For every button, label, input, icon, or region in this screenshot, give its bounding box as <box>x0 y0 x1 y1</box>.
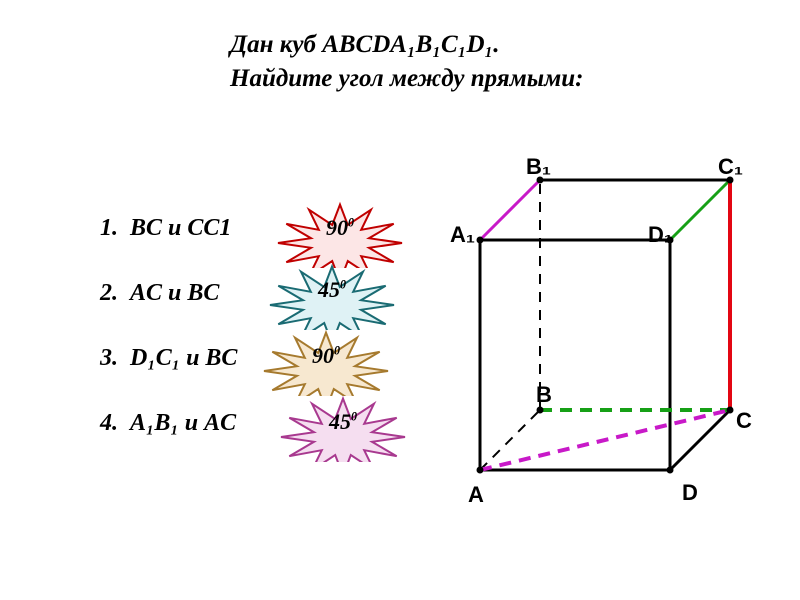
answer-burst-4: 450 <box>278 382 408 462</box>
cube-edge <box>480 410 730 470</box>
problem-num: 3. <box>100 345 124 372</box>
answer-label: 450 <box>318 277 346 303</box>
problem-row-1: 1. BC и CC1 <box>100 215 231 242</box>
problem-expr: D₁C₁ и BC <box>130 345 237 372</box>
vertex-label-D: D <box>682 480 698 506</box>
answer-label: 450 <box>329 409 357 435</box>
problem-row-4: 4. A₁B₁ и AC <box>100 410 236 437</box>
title-line-1: Дан куб ABCDA₁B₁C₁D₁. <box>230 31 499 58</box>
problem-expr: AC и BC <box>130 280 219 307</box>
vertex-label-B1: B₁ <box>526 154 551 180</box>
vertex-label-C1: C₁ <box>718 154 743 180</box>
title-line-2: Найдите угол между прямыми: <box>230 65 584 92</box>
vertex-label-D1: D₁ <box>648 222 673 248</box>
problem-row-3: 3. D₁C₁ и BC <box>100 345 237 372</box>
cube-vertex <box>477 467 484 474</box>
vertex-label-A: A <box>468 482 484 508</box>
cube-vertex <box>727 407 734 414</box>
problem-title: Дан куб ABCDA₁B₁C₁D₁. Найдите угол между… <box>230 28 584 96</box>
problem-expr: A₁B₁ и AC <box>130 410 236 437</box>
cube-vertex <box>477 237 484 244</box>
vertex-label-A1: A₁ <box>450 222 475 248</box>
problem-row-2: 2. AC и BC <box>100 280 219 307</box>
cube-svg <box>440 160 760 510</box>
cube-vertex <box>667 467 674 474</box>
cube-edge <box>480 180 540 240</box>
cube-diagram: ADBCA₁D₁B₁C₁ <box>440 160 740 500</box>
vertex-label-B: B <box>536 382 552 408</box>
cube-edge <box>670 180 730 240</box>
problem-num: 2. <box>100 280 124 307</box>
answer-label: 900 <box>312 343 340 369</box>
answer-label: 900 <box>326 215 354 241</box>
vertex-label-C: C <box>736 408 752 434</box>
problem-expr: BC и CC1 <box>130 215 231 242</box>
problem-num: 4. <box>100 410 124 437</box>
problem-num: 1. <box>100 215 124 242</box>
